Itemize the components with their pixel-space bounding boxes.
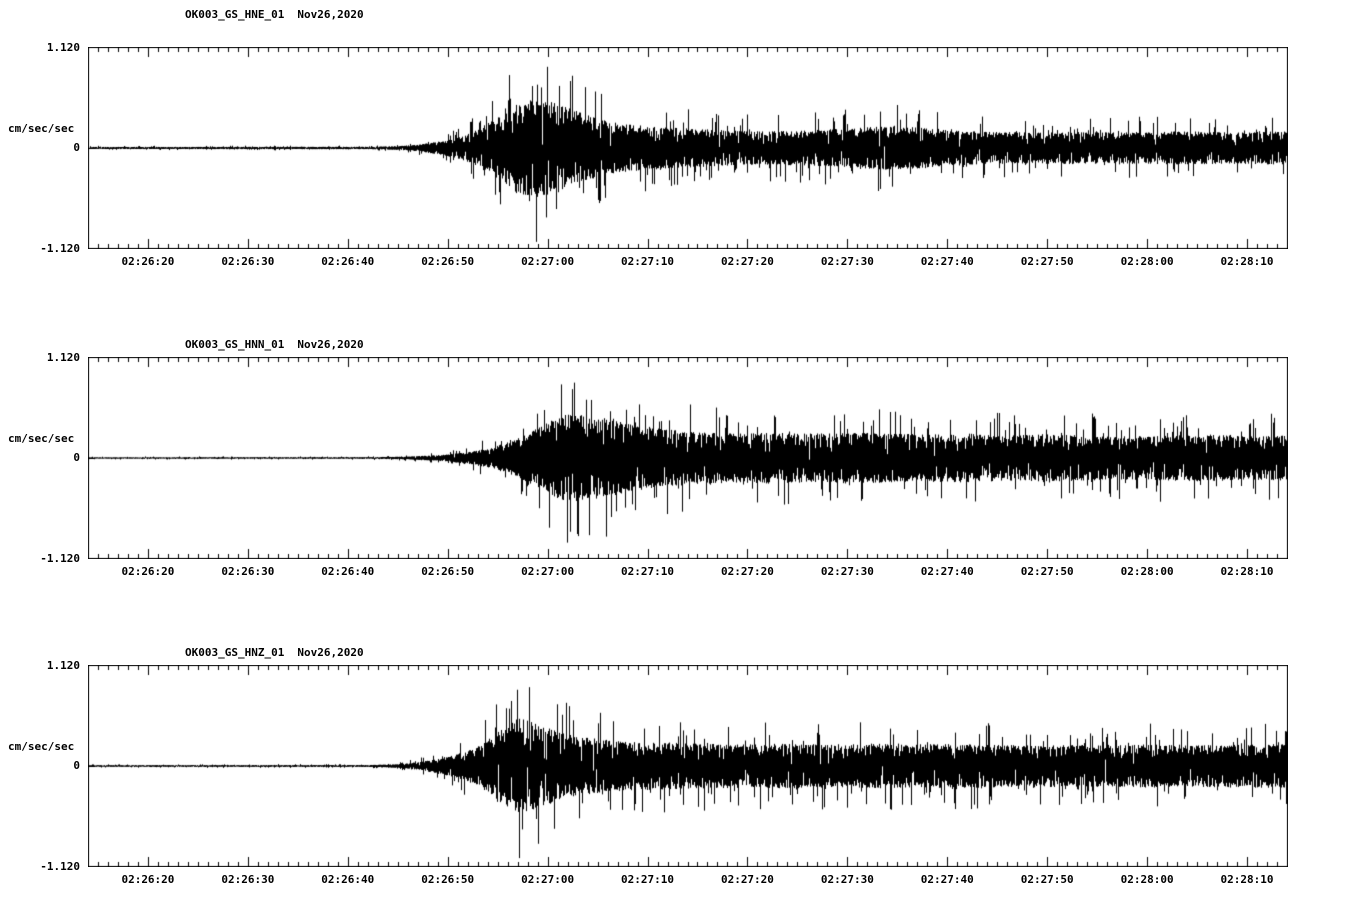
x-tick-label: 02:26:50 [421,873,475,886]
x-tick-label: 02:26:40 [321,565,375,578]
y-axis-unit-label: cm/sec/sec [8,432,75,445]
seismogram-panel-hnn: OK003_GS_HNN_01 Nov26,2020 cm/sec/sec 1.1… [0,310,1358,610]
x-tick-label: 02:26:20 [121,255,175,268]
waveform-canvas-hne [88,47,1288,249]
x-tick-label: 02:27:40 [920,255,974,268]
x-tick-label: 02:27:50 [1020,873,1074,886]
x-tick-label: 02:26:40 [321,873,375,886]
station-channel-label: OK003_GS_HNZ_01 [185,646,285,659]
x-tick-label: 02:26:50 [421,565,475,578]
x-tick-label: 02:27:10 [621,255,675,268]
panel-title: OK003_GS_HNE_01 Nov26,2020 [185,8,364,21]
station-channel-label: OK003_GS_HNN_01 [185,338,285,351]
x-tick-label: 02:27:20 [720,255,774,268]
x-tick-label: 02:26:30 [221,255,275,268]
x-tick-label: 02:28:00 [1120,565,1174,578]
x-tick-label: 02:27:20 [720,565,774,578]
waveform-canvas-hnz [88,665,1288,867]
y-tick-label-min: -1.120 [40,552,80,565]
x-tick-label: 02:27:30 [820,255,874,268]
waveform-canvas-hnn [88,357,1288,559]
x-tick-label: 02:27:50 [1020,565,1074,578]
seismogram-panel-hnz: OK003_GS_HNZ_01 Nov26,2020 cm/sec/sec 1.1… [0,618,1358,918]
y-tick-label-zero: 0 [73,141,80,154]
x-tick-label: 02:28:00 [1120,873,1174,886]
x-tick-label: 02:27:30 [820,873,874,886]
x-tick-label: 02:27:20 [720,873,774,886]
y-tick-label-max: 1.120 [46,351,80,364]
x-tick-label: 02:26:50 [421,255,475,268]
x-tick-label: 02:27:40 [920,873,974,886]
x-tick-label: 02:27:00 [521,565,575,578]
x-tick-label: 02:27:10 [621,873,675,886]
x-tick-label: 02:28:10 [1220,873,1274,886]
y-tick-label-max: 1.120 [46,659,80,672]
panel-title: OK003_GS_HNN_01 Nov26,2020 [185,338,364,351]
date-label: Nov26,2020 [297,338,364,351]
x-tick-label: 02:26:30 [221,873,275,886]
y-tick-label-zero: 0 [73,759,80,772]
date-label: Nov26,2020 [297,8,364,21]
x-tick-label: 02:26:40 [321,255,375,268]
x-tick-label: 02:28:10 [1220,565,1274,578]
y-tick-label-max: 1.120 [46,41,80,54]
x-tick-label: 02:27:50 [1020,255,1074,268]
y-axis-unit-label: cm/sec/sec [8,740,75,753]
x-tick-label: 02:26:30 [221,565,275,578]
x-tick-label: 02:28:00 [1120,255,1174,268]
x-tick-label: 02:28:10 [1220,255,1274,268]
x-tick-label: 02:27:00 [521,255,575,268]
x-tick-label: 02:26:20 [121,873,175,886]
x-tick-label: 02:27:40 [920,565,974,578]
y-tick-label-zero: 0 [73,451,80,464]
seismogram-panel-hne: OK003_GS_HNE_01 Nov26,2020 cm/sec/sec 1.1… [0,0,1358,300]
panel-title: OK003_GS_HNZ_01 Nov26,2020 [185,646,364,659]
date-label: Nov26,2020 [297,646,364,659]
x-tick-label: 02:27:10 [621,565,675,578]
y-axis-unit-label: cm/sec/sec [8,122,75,135]
x-tick-label: 02:27:30 [820,565,874,578]
x-tick-label: 02:26:20 [121,565,175,578]
station-channel-label: OK003_GS_HNE_01 [185,8,285,21]
x-tick-label: 02:27:00 [521,873,575,886]
y-tick-label-min: -1.120 [40,860,80,873]
y-tick-label-min: -1.120 [40,242,80,255]
